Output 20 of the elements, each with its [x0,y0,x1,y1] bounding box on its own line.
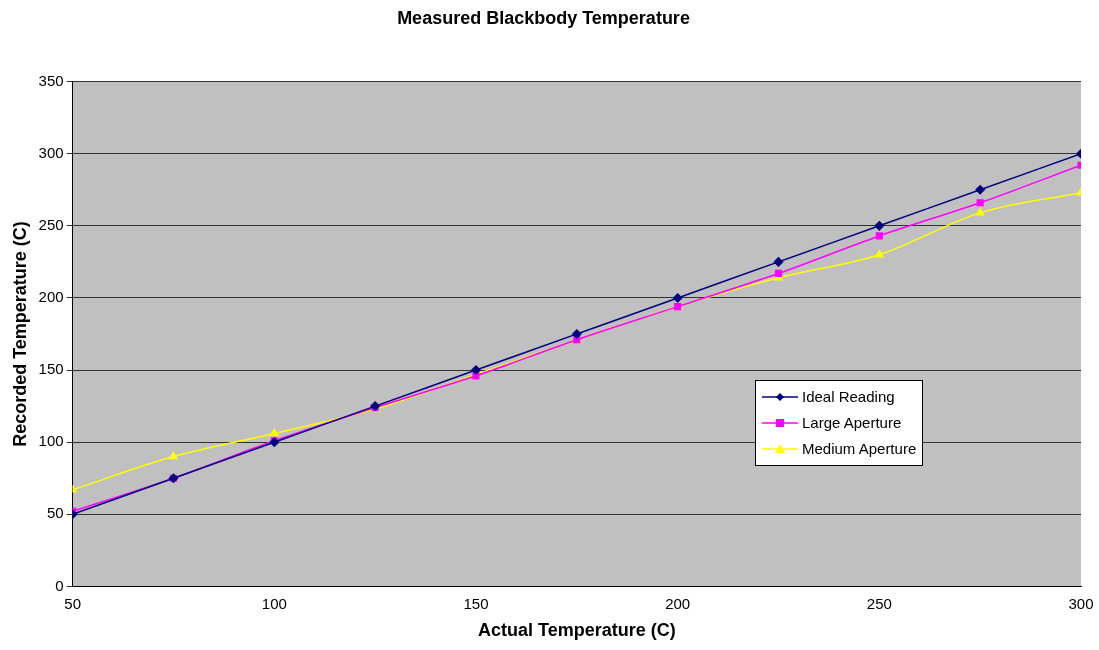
y-tick-label: 150 [38,360,64,378]
y-tick-label: 250 [38,215,64,233]
chart-title: Measured Blackbody Temperature [397,7,690,28]
legend-label: Medium Aperture [802,439,917,459]
y-tick-label: 300 [38,143,64,161]
y-tick-label: 0 [55,576,64,594]
x-axis-title: Actual Temperature (C) [477,620,676,641]
y-tick-label: 100 [38,432,64,450]
y-axis-title: Recorded Temperature (C) [9,221,30,447]
x-tick-label: 300 [1068,594,1094,612]
y-tick-label: 50 [46,504,64,522]
x-tick-label: 50 [64,594,81,612]
legend-label: Large Aperture [802,413,902,433]
x-tick-label: 200 [665,594,691,612]
x-tick-label: 100 [261,594,287,612]
x-tick-label: 250 [866,594,892,612]
y-tick-label: 200 [38,288,64,306]
y-tick-label: 350 [38,71,64,89]
legend-label: Ideal Reading [802,387,895,407]
x-tick-label: 150 [463,594,489,612]
